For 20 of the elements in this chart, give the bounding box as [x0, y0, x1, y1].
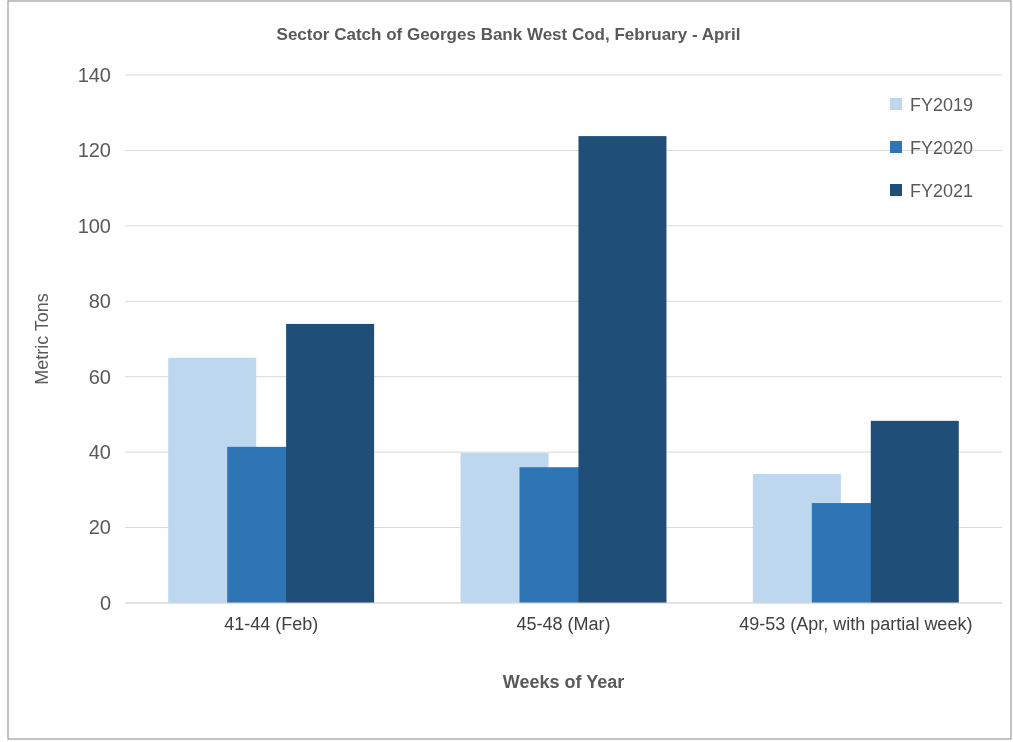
legend-label: FY2019 — [910, 95, 974, 115]
y-tick-label: 120 — [77, 139, 111, 162]
bar — [870, 420, 959, 603]
x-tick-label: 41-44 (Feb) — [224, 613, 319, 634]
x-tick-label: 45-48 (Mar) — [516, 613, 611, 634]
legend-label: FY2021 — [910, 181, 974, 201]
chart-title: Sector Catch of Georges Bank West Cod, February - April — [276, 25, 741, 44]
y-tick-label: 40 — [88, 441, 111, 464]
y-tick-label: 80 — [88, 290, 111, 313]
bar — [578, 136, 667, 603]
y-tick-label: 20 — [88, 516, 111, 539]
bar — [286, 323, 375, 603]
y-tick-label: 140 — [77, 63, 111, 86]
y-axis-title: Metric Tons — [32, 293, 52, 385]
y-tick-label: 0 — [99, 591, 111, 614]
x-tick-label: 49-53 (Apr, with partial week) — [739, 613, 973, 634]
y-tick-label: 60 — [88, 365, 111, 388]
y-tick-label: 100 — [77, 214, 111, 237]
legend-label: FY2020 — [910, 138, 974, 158]
x-axis-title: Weeks of Year — [502, 672, 625, 692]
